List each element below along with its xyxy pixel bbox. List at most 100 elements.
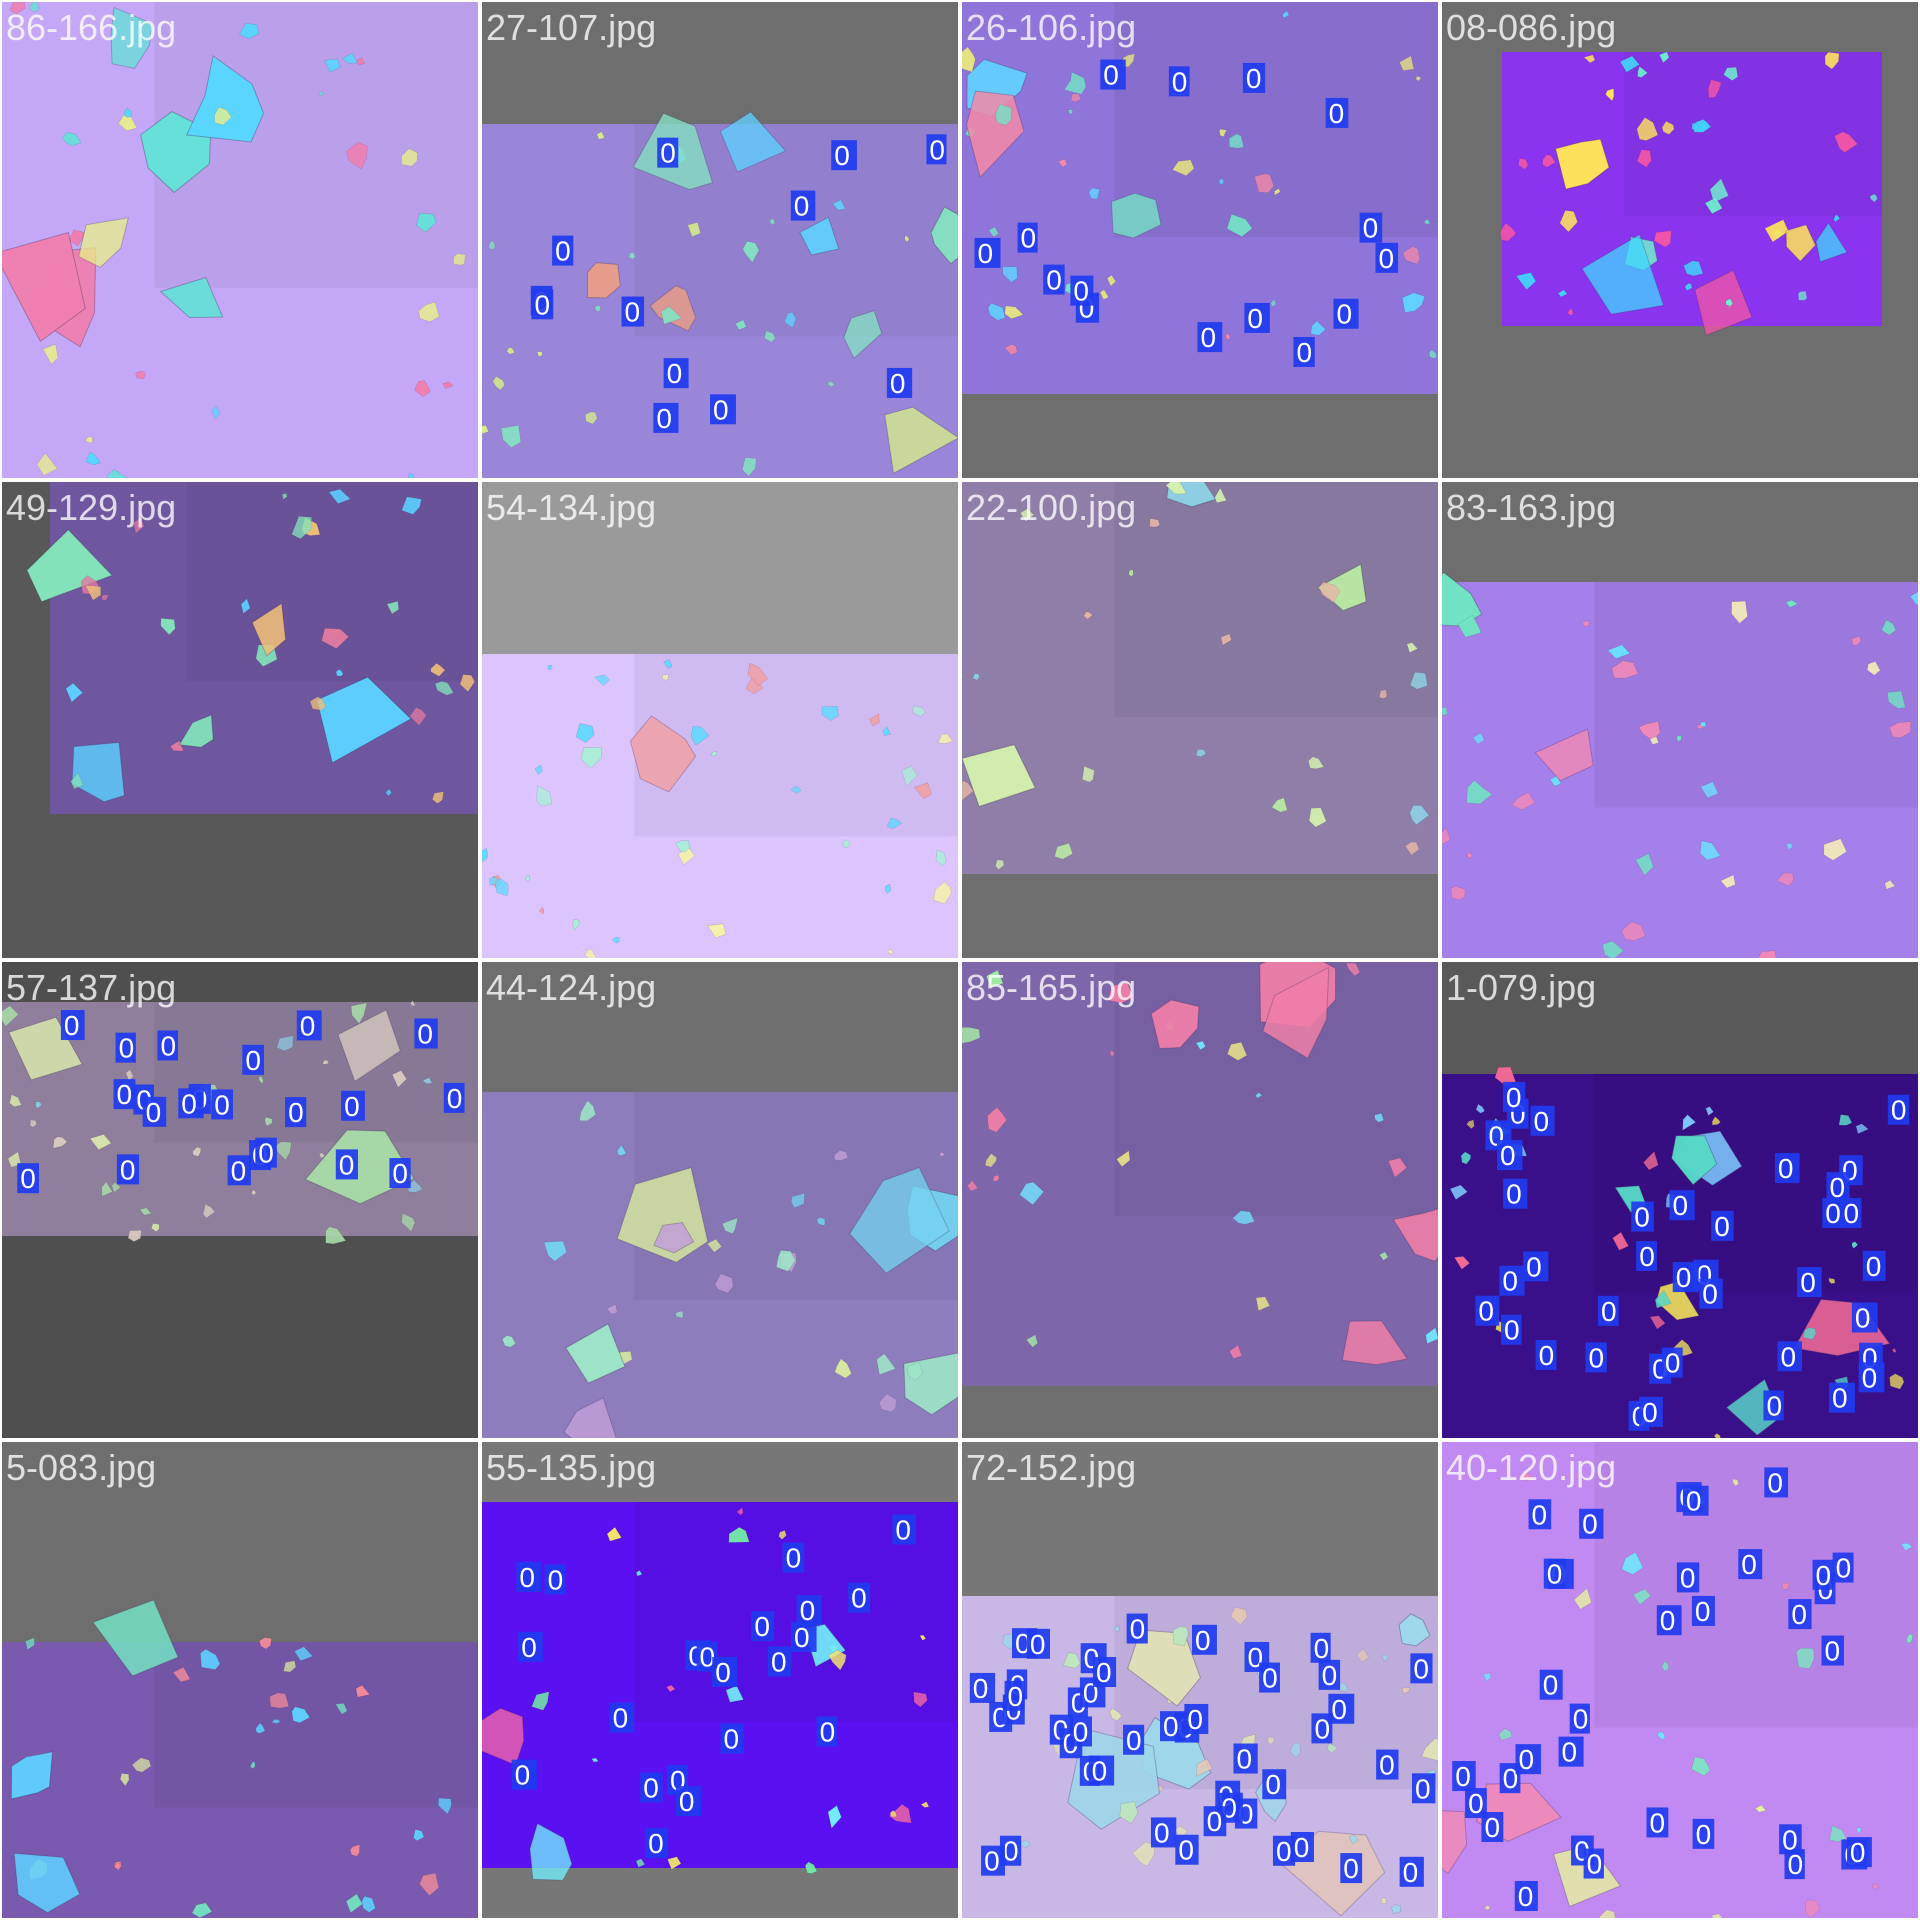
detection-box: 0: [1318, 1659, 1341, 1691]
detection-box-bg: [1585, 1342, 1607, 1373]
detection-label: 0: [117, 1079, 133, 1110]
flake: [790, 1193, 805, 1209]
detection-box: 0: [1535, 1339, 1557, 1371]
detection-box: 0: [1558, 1736, 1584, 1768]
detection-label: 0: [1866, 1251, 1882, 1282]
flake: [341, 52, 359, 64]
detection-label: 0: [300, 1010, 316, 1041]
flake: [790, 785, 802, 794]
flake: [666, 1684, 676, 1692]
flake: [1823, 838, 1847, 861]
flake: [987, 302, 1006, 321]
flake: [575, 723, 595, 743]
detection-box-bg: [1535, 1339, 1557, 1370]
flake: [211, 405, 221, 421]
detection-box-bg: [1410, 1653, 1433, 1684]
detection-label: 0: [754, 1611, 770, 1642]
flake: [1290, 1740, 1301, 1758]
detection-box-bg: [831, 140, 857, 171]
flake: [1785, 842, 1793, 851]
flake: [667, 1856, 682, 1870]
detection-box: 0: [1496, 1140, 1523, 1171]
detection-box-bg: [1669, 1190, 1695, 1221]
detection-box-bg: [969, 1672, 996, 1703]
detection-label: 0: [1455, 1761, 1471, 1792]
flake: [1226, 213, 1253, 238]
detection-box: 0: [663, 358, 689, 389]
detection-box-bg: [1523, 1251, 1549, 1282]
flake: [418, 302, 440, 323]
flake: [25, 1637, 35, 1651]
detection-box-bg: [1691, 1595, 1715, 1626]
flake: [1230, 1606, 1248, 1626]
detection-box: 0: [1092, 1657, 1117, 1688]
flake: [89, 1134, 112, 1150]
flake: [401, 1213, 416, 1232]
stitch-panel: [1114, 482, 1438, 718]
flake: [725, 1685, 744, 1703]
flake: [1228, 133, 1244, 149]
detection-box-bg: [999, 1835, 1022, 1866]
detection-box: 0: [969, 1672, 996, 1704]
flake: [1113, 1624, 1121, 1632]
flake: [660, 306, 682, 325]
flake: [1802, 1327, 1817, 1340]
detection-box: 0: [296, 1010, 322, 1041]
flake: [1442, 706, 1449, 716]
detection-box-bg: [1244, 302, 1270, 333]
detection-label: 0: [1855, 1302, 1871, 1333]
flake: [994, 103, 1012, 126]
flake: [536, 351, 543, 358]
flake: [986, 969, 1004, 988]
flake: [834, 1358, 852, 1379]
detection-label: 0: [1130, 1614, 1146, 1645]
flake: [1457, 614, 1482, 638]
detection-box-bg: [1092, 1657, 1117, 1688]
flake: [1649, 1315, 1666, 1330]
flake: [1466, 780, 1493, 805]
detection-label: 0: [231, 1155, 247, 1186]
detection-box-bg: [285, 1097, 307, 1128]
flake: [422, 1077, 433, 1085]
detection-box-bg: [1501, 1314, 1522, 1345]
detection-label: 0: [929, 134, 945, 165]
flake: [747, 663, 769, 686]
detection-box: 0: [782, 1542, 805, 1574]
substrate: [962, 962, 1438, 1386]
detection-label: 0: [392, 1158, 408, 1189]
detection-box: 0: [1290, 1831, 1314, 1863]
flake: [391, 1070, 407, 1088]
detection-label: 0: [1163, 1711, 1179, 1742]
detection-box-bg: [255, 1137, 277, 1168]
flake: [901, 765, 918, 787]
detection-box: 0: [790, 190, 816, 222]
flake: [742, 240, 760, 263]
detection-box-bg: [1375, 242, 1399, 273]
flake: [1764, 219, 1789, 243]
detection-box-bg: [675, 1786, 701, 1817]
flake: [1388, 1157, 1407, 1178]
detection-box-bg: [1763, 1390, 1784, 1421]
flake: [118, 114, 137, 132]
flake: [889, 1809, 898, 1818]
flake: [271, 1719, 281, 1724]
detection-box: 0: [1233, 1743, 1258, 1775]
flake: [995, 859, 1005, 870]
substrate: [962, 482, 1438, 874]
detection-label: 0: [1543, 1670, 1559, 1701]
detection-box-bg: [414, 1018, 438, 1049]
flake: [784, 311, 797, 329]
detection-label: 0: [613, 1703, 629, 1734]
flake: [1909, 591, 1918, 606]
detection-label: 0: [1003, 1836, 1019, 1867]
detection-box: 0: [1197, 322, 1223, 353]
substrate: [1502, 52, 1882, 326]
flake: [1119, 1801, 1139, 1824]
flake: [1612, 1232, 1629, 1251]
detection-box-bg: [531, 289, 554, 320]
flake: [1605, 88, 1615, 102]
detection-box-bg: [1026, 1628, 1050, 1659]
flake: [1229, 1344, 1243, 1359]
flake: [1782, 1582, 1790, 1591]
micrograph: [1500, 51, 1882, 336]
